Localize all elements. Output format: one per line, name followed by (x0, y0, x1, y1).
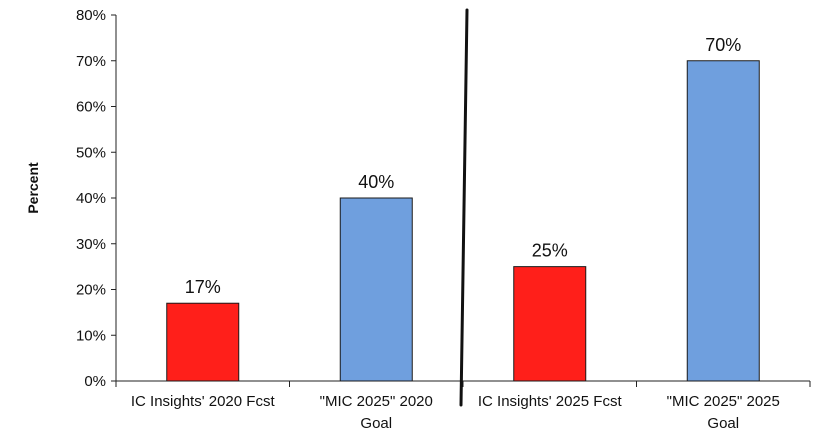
y-tick-label: 0% (84, 373, 106, 390)
bar-data-label: 17% (185, 277, 221, 297)
y-tick-label: 10% (76, 327, 106, 344)
bar-data-label: 70% (705, 35, 741, 55)
x-category-label: Goal (360, 415, 392, 432)
y-tick-label: 50% (76, 144, 106, 161)
y-tick-label: 30% (76, 236, 106, 253)
bar (339, 197, 413, 382)
y-tick-label: 20% (76, 282, 106, 299)
y-tick-label: 80% (76, 7, 106, 24)
x-category-label: "MIC 2025" 2020 (320, 393, 433, 410)
bar (686, 60, 760, 382)
x-category-label: IC Insights' 2020 Fcst (131, 393, 276, 410)
y-axis-title: Percent (25, 162, 41, 214)
x-category-label: IC Insights' 2025 Fcst (478, 393, 623, 410)
group-divider-line (459, 8, 469, 407)
bar (513, 266, 587, 382)
bar (166, 302, 240, 382)
bar-data-label: 40% (358, 172, 394, 192)
y-tick-label: 70% (76, 53, 106, 70)
x-category-label: Goal (707, 415, 739, 432)
bar-data-label: 25% (532, 241, 568, 261)
x-category-label: "MIC 2025" 2025 (667, 393, 780, 410)
y-tick-label: 60% (76, 99, 106, 116)
y-tick-label: 40% (76, 190, 106, 207)
